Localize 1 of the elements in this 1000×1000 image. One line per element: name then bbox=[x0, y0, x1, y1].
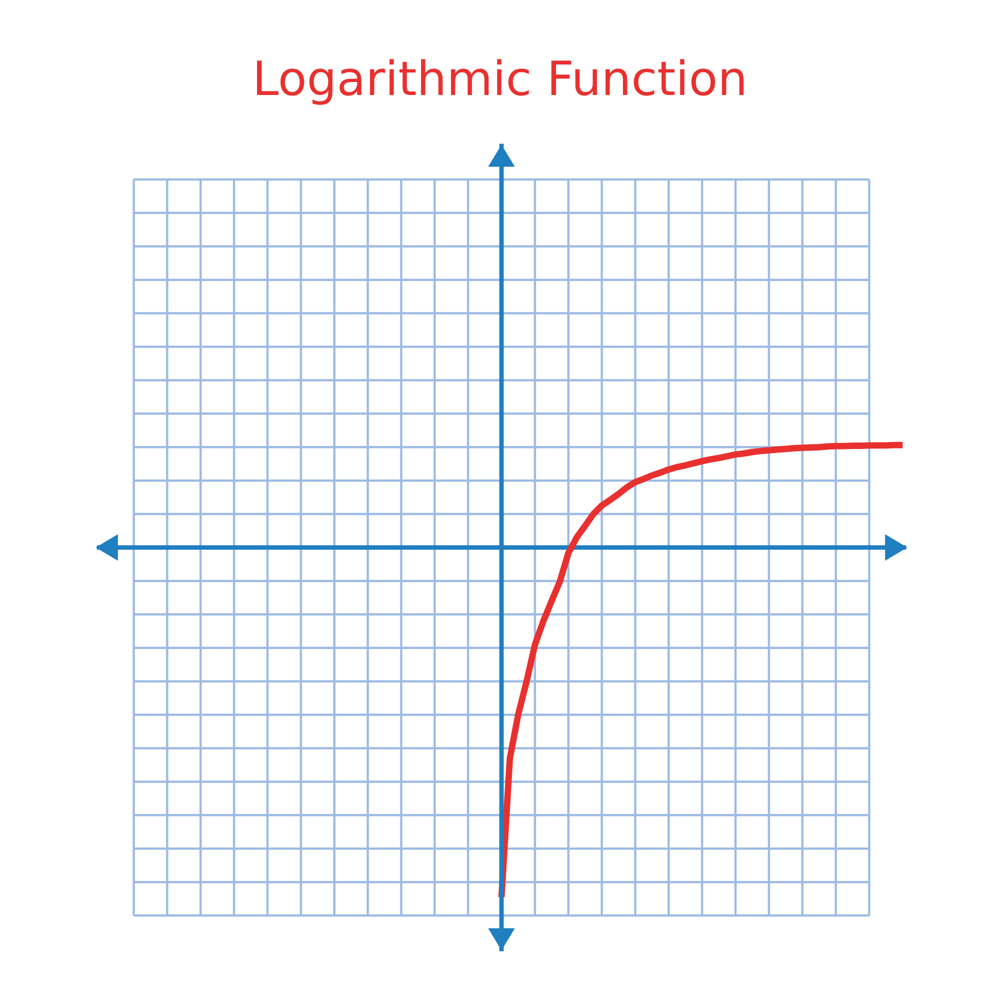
chart-title: Logarithmic Function bbox=[257, 59, 744, 105]
